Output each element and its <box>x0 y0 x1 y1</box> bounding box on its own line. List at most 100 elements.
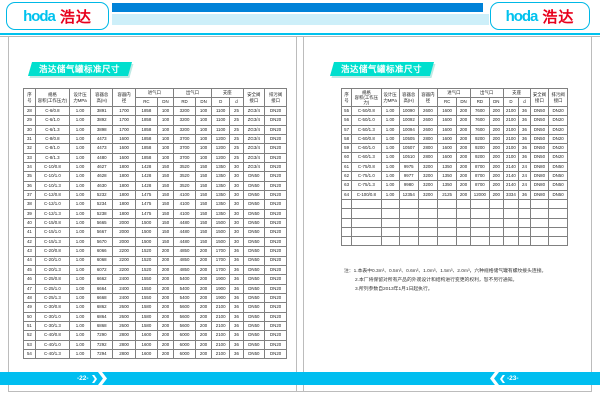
table-cell: 5400 <box>172 292 197 304</box>
table-cell: 25 <box>229 143 244 154</box>
brand-logo-cjk: 浩达 <box>542 8 575 26</box>
table-cell: C-6/0.8 <box>34 105 71 117</box>
table-cell: ZG3/4 <box>242 143 266 154</box>
table-row: 50 C-30/1.0 1.00 6864 2600 1580 200 5600 200 2100… <box>23 311 287 322</box>
table-cell <box>398 208 419 219</box>
column-subheader: d <box>229 97 244 107</box>
table-row: 30 C-6/1.3 1.00 3898 1700 1858 100 3200 100 1100 2… <box>23 124 287 136</box>
table-cell: 1.00 <box>69 311 92 322</box>
table-cell: C-25/1.0 <box>34 283 71 294</box>
table-cell: DN20 <box>264 330 287 341</box>
table-cell: 2100 <box>502 124 520 135</box>
table-cell: DN20 <box>548 105 568 117</box>
table-cell: DN20 <box>264 255 287 266</box>
table-cell: 4480 <box>172 227 197 238</box>
table-cell: DN50 <box>242 302 266 313</box>
table-cell: 36 <box>518 105 531 117</box>
section-title-badge-left: 浩达储气罐标准尺寸 <box>27 62 133 76</box>
table-cell: 30 <box>229 227 244 238</box>
table-cell: 5234 <box>90 199 114 210</box>
table-row: 56 C-50/1.0 1.00 10092 2600 1600 200 7600 200 210… <box>340 115 568 126</box>
table-cell: 36 <box>518 115 531 126</box>
table-cell: 7290 <box>90 330 114 341</box>
table-cell: C-20/0.8 <box>34 246 71 257</box>
table-cell: C-6/1.0 <box>34 115 71 126</box>
table-cell: 6868 <box>90 320 114 332</box>
table-cell: 150 <box>195 199 212 210</box>
table-cell: C-8/1.3 <box>34 152 71 164</box>
table-cell: 10507 <box>398 143 419 154</box>
table-cell: 1600 <box>437 152 458 163</box>
table-cell <box>340 226 353 238</box>
table-cell: 1550 <box>134 292 159 304</box>
table-cell <box>417 217 439 228</box>
table-cell <box>417 236 439 247</box>
table-cell: 25 <box>229 105 244 117</box>
table-cell: 1700 <box>210 246 231 257</box>
table-cell: 200 <box>456 152 471 163</box>
table-cell: ZG3/4 <box>242 115 266 126</box>
table-cell: DN50 <box>242 255 266 266</box>
empty-row <box>340 226 568 238</box>
table-cell: DN50 <box>529 115 550 126</box>
table-cell: 1428 <box>134 162 159 173</box>
table-cell: DN50 <box>242 320 266 332</box>
table-cell: 12354 <box>398 189 419 200</box>
table-cell <box>398 198 419 210</box>
table-cell: 5400 <box>172 274 197 285</box>
table-cell: 1600 <box>437 124 458 135</box>
table-cell: 5400 <box>172 283 197 294</box>
table-cell: 2800 <box>112 339 136 350</box>
table-cell <box>488 217 504 228</box>
table-cell: 5238 <box>90 208 114 220</box>
table-cell <box>502 208 520 219</box>
table-cell: 1.00 <box>69 302 92 313</box>
table-cell: 150 <box>157 227 174 238</box>
table-cell: 3520 <box>172 171 197 182</box>
table-cell: 1350 <box>437 161 458 173</box>
table-cell: 36 <box>229 320 244 332</box>
table-cell: 1858 <box>134 134 159 145</box>
table-cell: 4473 <box>90 143 114 154</box>
table-cell: 7292 <box>90 339 114 350</box>
table-cell: 29 <box>23 115 36 126</box>
table-cell: DN20 <box>264 339 287 350</box>
table-cell: C-15/0.8 <box>34 218 71 229</box>
table-cell <box>437 226 458 238</box>
table-cell: 1500 <box>210 236 231 248</box>
table-cell <box>529 226 550 238</box>
column-header: 容器内 径 <box>112 88 136 107</box>
table-cell: 150 <box>157 171 174 182</box>
table-cell: DN50 <box>242 236 266 248</box>
table-cell: 1.00 <box>69 208 92 220</box>
table-cell: 200 <box>488 189 504 200</box>
table-cell: 1350 <box>210 199 231 210</box>
table-cell: 2100 <box>502 152 520 163</box>
table-row: 32 C-8/1.0 1.00 4473 1600 1858 100 3700 100 1200 2… <box>23 143 287 154</box>
table-cell: 40 <box>23 218 36 229</box>
table-cell: 1350 <box>437 171 458 182</box>
table-cell: DN20 <box>264 283 287 294</box>
table-cell: 53 <box>23 339 36 350</box>
table-cell: 1.00 <box>69 180 92 192</box>
table-cell: 5232 <box>90 190 114 201</box>
table-cell: 2000 <box>112 227 136 238</box>
table-cell: DN20 <box>264 246 287 257</box>
table-cell: 1500 <box>134 236 159 248</box>
table-cell: 1.00 <box>380 152 400 163</box>
table-cell: C-60/1.0 <box>351 143 382 154</box>
table-row: 28 C-6/0.8 1.00 3891 1700 1858 100 3200 100 1100 2… <box>23 105 287 117</box>
table-cell: 200 <box>488 143 504 154</box>
table-cell <box>502 236 520 247</box>
table-cell: 37 <box>23 190 36 201</box>
table-cell: 200 <box>195 311 212 322</box>
table-cell: 30 <box>229 190 244 201</box>
table-cell: 2100 <box>210 302 231 313</box>
empty-row <box>340 217 568 228</box>
table-cell: DN20 <box>548 133 568 145</box>
table-cell: 1.00 <box>69 236 92 248</box>
table-cell: DN20 <box>264 264 287 276</box>
table-cell <box>529 198 550 210</box>
table-cell: 3200 <box>172 115 197 126</box>
